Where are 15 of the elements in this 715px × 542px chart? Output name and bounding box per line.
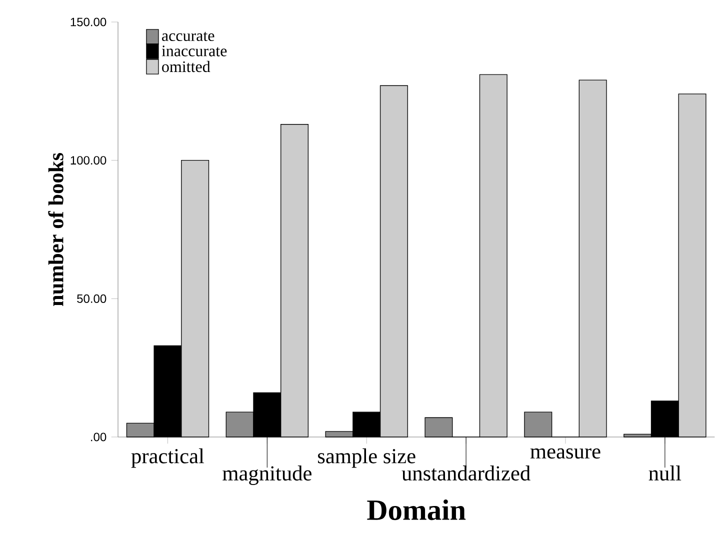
x-tick-label: sample size [318,448,416,468]
x-tick-label: unstandardized [402,466,530,481]
x-tick-label: practical [131,448,204,468]
legend-label: accurate [162,32,214,42]
x-tick-label: magnitude [222,466,312,485]
y-axis-title: number of books [48,152,64,306]
y-tick-label: .00 [91,432,106,442]
y-tick-label: 100.00 [70,156,106,165]
legend-label: omitted [162,60,210,72]
y-tick-label: 50.00 [77,294,106,303]
legend-label: inaccurate [162,46,227,56]
x-tick-label: null [648,466,682,481]
x-axis-title: Domain [367,499,466,520]
x-tick-label: measure [530,448,600,459]
y-tick-label: 150.00 [70,18,106,26]
